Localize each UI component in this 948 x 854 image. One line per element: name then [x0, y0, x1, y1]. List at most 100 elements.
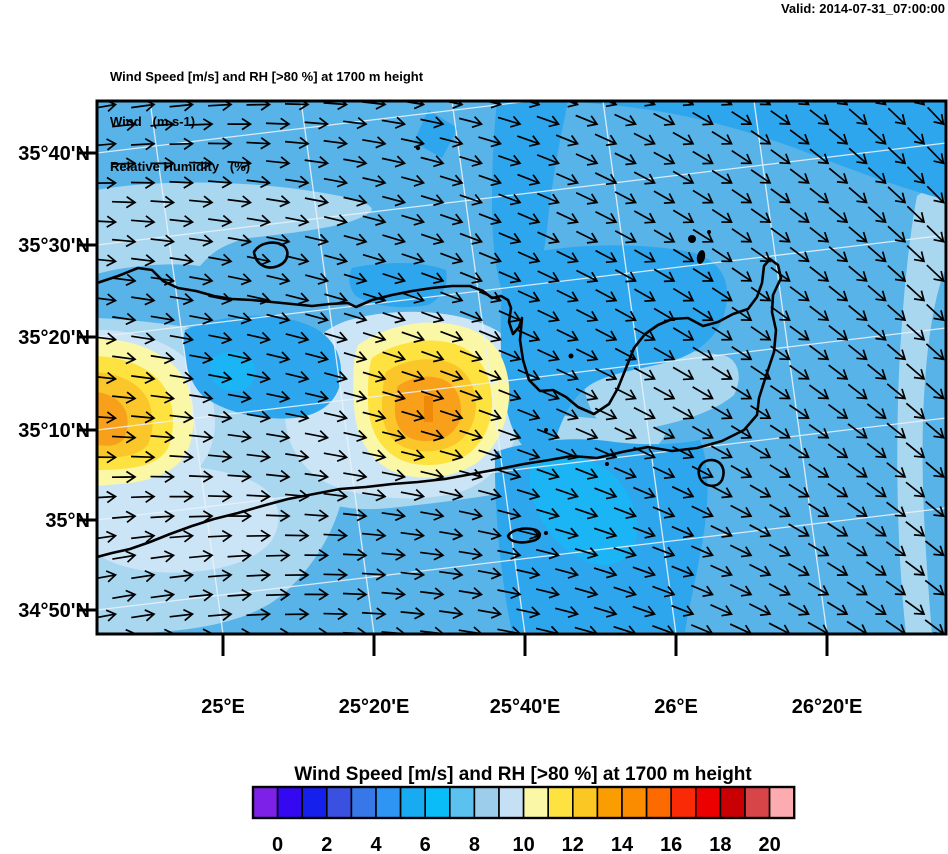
- wind-arrow: [150, 589, 176, 602]
- wind-arrow: [594, 133, 618, 147]
- wind-arrow: [905, 402, 926, 420]
- wind-arrow: [478, 251, 502, 265]
- wind-arrow: [653, 112, 676, 126]
- wind-arrow: [285, 253, 310, 266]
- wind-arrow: [595, 328, 618, 342]
- wind-arrow: [886, 501, 907, 518]
- wind-arrow: [711, 287, 733, 302]
- wind-arrow: [323, 410, 349, 423]
- wind-arrow: [284, 529, 310, 542]
- wind-arrow: [477, 606, 503, 619]
- wind-arrow: [770, 149, 791, 165]
- wind-arrow: [692, 267, 714, 282]
- wind-arrow: [847, 423, 868, 439]
- wind-arrow: [227, 195, 253, 208]
- wind-arrow: [208, 176, 233, 189]
- wind-arrow: [809, 344, 830, 361]
- wind-arrow: [246, 137, 272, 150]
- wind-arrow: [189, 273, 214, 286]
- wind-arrow: [555, 448, 579, 461]
- graticule-parallel: [97, 417, 946, 521]
- wind-arrow: [401, 331, 425, 343]
- wind-arrow: [555, 527, 580, 540]
- wind-arrow: [788, 562, 810, 577]
- wind-arrow: [478, 174, 502, 187]
- wind-arrow: [497, 508, 522, 521]
- colorbar-tick-label: 2: [321, 834, 332, 854]
- wind-arrow: [595, 210, 618, 225]
- graticule-parallel: [97, 142, 946, 246]
- wind-arrow: [208, 450, 233, 463]
- wind-arrow: [730, 425, 753, 439]
- colorbar-cell: [719, 786, 746, 819]
- wind-arrow: [576, 269, 599, 283]
- wind-arrow: [926, 146, 945, 165]
- y-axis-label: 35°N: [45, 510, 90, 532]
- wind-arrow: [188, 510, 214, 523]
- wind-arrow: [556, 368, 579, 382]
- wind-arrow: [285, 331, 310, 344]
- wind-arrow: [770, 306, 791, 322]
- wind-arrow: [555, 134, 579, 147]
- wind-arrow: [227, 312, 253, 325]
- wind-arrow: [285, 489, 310, 502]
- wind-arrow: [285, 292, 310, 305]
- wind-arrow: [926, 185, 945, 204]
- wind-arrow: [595, 367, 618, 381]
- wind-arrow: [847, 462, 868, 478]
- wind-arrow: [827, 403, 849, 420]
- wind-arrow: [97, 570, 118, 583]
- wind-arrow: [478, 488, 503, 501]
- y-axis-label: 35°30'N: [18, 235, 90, 257]
- wind-arrow: [459, 116, 484, 129]
- wind-arrow: [131, 254, 156, 267]
- wind-arrow: [828, 324, 849, 341]
- wind-arrow: [613, 586, 637, 598]
- wind-arrow: [537, 270, 560, 284]
- wind-arrow: [97, 451, 118, 464]
- wind-arrow: [517, 408, 541, 421]
- wind-arrow: [265, 509, 291, 523]
- wind-arrow: [827, 522, 849, 537]
- wind-arrow: [497, 547, 522, 560]
- colorbar-tick-label: 4: [370, 834, 382, 854]
- wind-arrow: [169, 450, 195, 463]
- fill-orange-west: [97, 392, 128, 446]
- wind-arrow: [227, 509, 253, 523]
- wind-arrow: [343, 429, 368, 443]
- islet-speck: [568, 353, 574, 359]
- wind-arrow: [787, 602, 810, 616]
- wind-arrow: [227, 588, 253, 602]
- wind-arrow: [420, 548, 445, 561]
- wind-arrow: [208, 569, 233, 582]
- wind-arrow: [575, 348, 599, 362]
- wind-arrow: [343, 272, 368, 285]
- wind-arrow: [556, 289, 579, 303]
- wind-arrow: [169, 176, 195, 189]
- wind-arrow: [323, 449, 349, 462]
- wind-arrow: [362, 370, 387, 383]
- wind-arrow: [750, 326, 772, 341]
- fill-deep-top-tongue: [492, 101, 568, 305]
- wind-arrow: [731, 267, 753, 282]
- wind-arrow: [576, 230, 599, 244]
- wind-arrow: [516, 488, 541, 501]
- wind-arrow: [305, 311, 330, 324]
- wind-arrow: [535, 586, 561, 599]
- wind-arrow: [227, 470, 253, 483]
- wind-arrow: [246, 292, 272, 305]
- wind-arrow: [634, 249, 656, 263]
- wind-arrow: [633, 101, 656, 107]
- wind-arrow: [536, 154, 560, 167]
- wind-arrow: [613, 507, 637, 520]
- wind-arrow: [208, 214, 233, 228]
- wind-arrow: [304, 549, 330, 562]
- wind-arrow: [97, 470, 99, 484]
- graticule-meridian: [451, 101, 526, 634]
- wind-arrow: [343, 469, 368, 482]
- wind-arrow: [809, 148, 830, 165]
- wind-arrow: [169, 569, 195, 583]
- colorbar-cell: [448, 786, 476, 819]
- wind-arrow: [516, 606, 541, 619]
- wind-arrow: [808, 384, 830, 400]
